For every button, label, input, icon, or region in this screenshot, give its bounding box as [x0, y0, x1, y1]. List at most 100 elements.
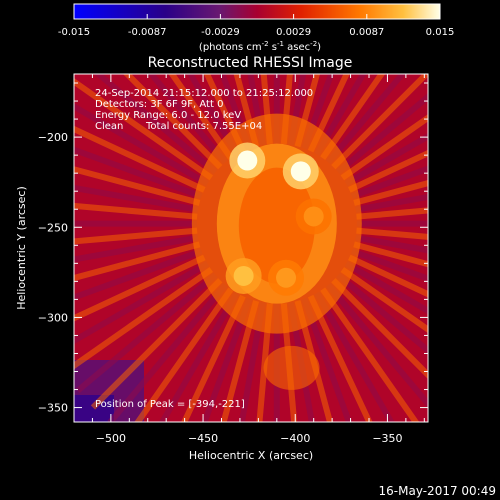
heat-streak: [280, 303, 298, 422]
heat-streak: [355, 193, 428, 213]
heat-streak: [344, 261, 428, 315]
heat-streak: [287, 301, 315, 422]
heat-streak: [238, 301, 266, 422]
heat-streak: [203, 74, 246, 153]
heat-streak: [134, 287, 234, 422]
heat-streak: [220, 300, 260, 422]
y-tick-label: −350: [38, 402, 68, 415]
heat-streak: [355, 234, 428, 254]
heat-streak: [320, 287, 420, 422]
heat-source-core: [303, 206, 324, 227]
annot-counts: Total counts: 7.55E+04: [145, 121, 262, 132]
heat-streak: [307, 74, 350, 153]
heat-streak: [301, 297, 353, 422]
y-tick-label: −250: [38, 221, 68, 234]
heat-streak: [74, 241, 201, 282]
heat-streak: [331, 74, 428, 170]
heat-streak: [325, 283, 428, 409]
heat-streak: [356, 227, 428, 240]
colorbar-tick-label: 0.015: [426, 27, 455, 38]
heat-streak: [74, 77, 214, 181]
annot-energy: Energy Range: 6.0 - 12.0 keV: [95, 110, 241, 121]
heat-streak: [325, 74, 407, 165]
heat-streak: [307, 294, 373, 422]
x-axis-label: Heliocentric X (arcsec): [189, 449, 313, 462]
heat-streak: [233, 74, 260, 148]
y-tick-label: −300: [38, 311, 68, 324]
heat-streak: [107, 283, 228, 422]
heat-streak: [147, 74, 228, 165]
y-axis-label: Heliocentric Y (arcsec): [15, 186, 28, 310]
heat-streak: [350, 165, 428, 200]
annotations: 24-Sep-2014 21:15:12.000 to 21:25:12.000…: [95, 88, 313, 410]
heat-streak: [301, 74, 335, 150]
heat-streak: [186, 74, 240, 156]
annot-peak: Position of Peak = [-394,-221]: [95, 399, 245, 410]
heat-streak: [158, 291, 240, 422]
heat-streak: [74, 227, 198, 245]
heat-streak: [344, 132, 428, 187]
heat-streak: [74, 267, 214, 370]
footer-date: 16-May-2017 00:49: [379, 484, 496, 498]
heat-extension: [263, 345, 320, 390]
heat-streak: [256, 303, 273, 422]
heat-ring-interior: [238, 167, 315, 284]
heat-streak: [74, 125, 206, 193]
heat-streak: [294, 300, 334, 422]
heat-streak: [74, 261, 210, 345]
annot-method: Clean: [95, 121, 123, 132]
colorbar-ticks: -0.015 -0.0087 -0.0029 0.0029 0.0087 0.015: [58, 14, 454, 38]
heat-streak: [90, 278, 223, 410]
heat-streak: [314, 291, 395, 422]
colorbar-tick-label: -0.0029: [201, 27, 240, 38]
heat-streak: [353, 180, 428, 206]
heat-streak: [74, 248, 203, 301]
heat-streak: [331, 278, 428, 380]
x-tick-label: −350: [372, 432, 402, 445]
plot-frame: [73, 73, 429, 423]
heat-streak: [247, 74, 266, 146]
heat-streak: [74, 254, 206, 322]
heatmap-image: [74, 74, 428, 422]
heatmap-streaks: [74, 74, 428, 422]
heat-streak: [74, 103, 210, 187]
heat-streak: [260, 74, 273, 145]
heat-streak: [294, 74, 321, 148]
heat-streak: [74, 184, 199, 213]
heat-streak: [350, 248, 428, 282]
heat-streak: [353, 241, 428, 268]
heat-streak: [74, 166, 201, 206]
heat-streak: [74, 234, 199, 263]
heat-source-core: [237, 150, 258, 171]
heat-streak: [348, 254, 428, 298]
heat-streak: [336, 92, 428, 175]
heat-streak: [74, 146, 203, 200]
x-tick-label: −400: [280, 432, 310, 445]
heat-streak: [320, 74, 386, 160]
y-tick-label: −200: [38, 131, 68, 144]
heat-streak: [280, 74, 293, 145]
chart-title: Reconstructed RHESSI Image: [148, 55, 353, 71]
heat-streak: [356, 207, 428, 220]
heat-streak: [93, 74, 218, 175]
heat-streak: [348, 149, 428, 193]
heat-source-core: [276, 267, 297, 288]
x-tick-label: −500: [96, 432, 126, 445]
heat-streak: [122, 74, 223, 170]
heat-streak: [336, 272, 428, 355]
heat-streak: [168, 74, 234, 160]
x-tick-label: −450: [188, 432, 218, 445]
heat-streak: [340, 114, 428, 181]
heat-source-core: [233, 265, 254, 286]
heat-streak: [75, 272, 218, 394]
heat-streak: [314, 74, 367, 156]
colorbar-tick-label: -0.015: [58, 27, 90, 38]
annot-time: 24-Sep-2014 21:15:12.000 to 21:25:12.000: [95, 88, 313, 99]
colorbar-tick-label: 0.0029: [276, 27, 311, 38]
axis-ticks: −500 −450 −400 −350 −200 −250 −300 −350: [38, 74, 428, 445]
heatmap-sources: [191, 113, 362, 390]
heat-streak: [181, 294, 246, 422]
colorbar-tick-label: 0.0087: [349, 27, 384, 38]
colorbar: [73, 3, 441, 20]
